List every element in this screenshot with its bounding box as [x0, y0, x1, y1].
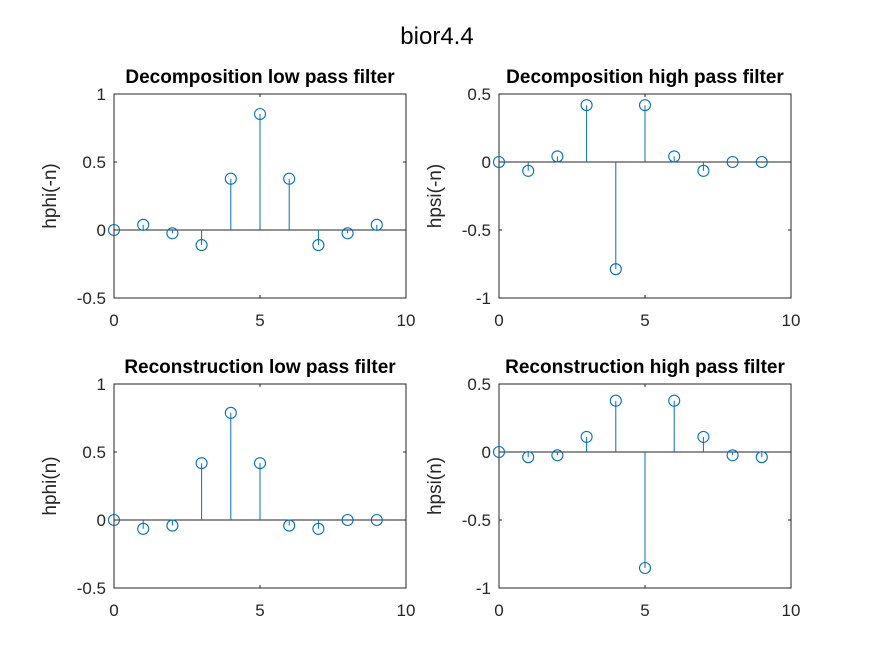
reconstruction-high-pass-stem-marker — [492, 445, 506, 459]
reconstruction-high-pass-ylabel: hpsi(n) — [425, 457, 446, 515]
decomposition-low-pass-y-tick-label: 0.5 — [82, 153, 106, 172]
decomposition-low-pass-ylabel: hphi(-n) — [40, 163, 61, 228]
reconstruction-low-pass-stem-marker — [341, 513, 354, 527]
decomposition-high-pass-stem-marker — [551, 150, 564, 163]
decomposition-low-pass-stem-marker — [312, 239, 325, 252]
decomposition-high-pass-stem-marker — [755, 155, 768, 169]
reconstruction-low-pass-y-tick-label: -0.5 — [77, 579, 106, 598]
decomposition-high-pass-y-tick-label: -1 — [476, 289, 491, 308]
reconstruction-low-pass-x-tick-label: 5 — [255, 601, 264, 620]
decomposition-high-pass-x-tick-label: 0 — [494, 311, 503, 330]
reconstruction-low-pass-stem-marker — [137, 522, 150, 535]
decomposition-low-pass-stem-marker — [137, 218, 150, 231]
reconstruction-high-pass-stem-marker — [609, 394, 622, 407]
decomposition-low-pass-x-tick-label: 5 — [255, 311, 264, 330]
reconstruction-high-pass-y-tick-label: 0 — [482, 443, 491, 462]
decomposition-high-pass-x-tick-label: 5 — [640, 311, 649, 330]
reconstruction-high-pass-stem-marker — [755, 451, 768, 464]
reconstruction-low-pass-stem-marker — [224, 406, 237, 419]
decomposition-low-pass-y-tick-label: -0.5 — [77, 289, 106, 308]
reconstruction-low-pass-y-tick-label: 0.5 — [82, 443, 106, 462]
decomposition-high-pass-y-tick-label: -0.5 — [462, 221, 491, 240]
decomposition-high-pass-stem-marker — [638, 99, 652, 112]
decomposition-high-pass-y-tick-label: 0.5 — [467, 85, 491, 104]
reconstruction-high-pass-x-tick-label: 5 — [640, 601, 649, 620]
decomposition-low-pass-stem-marker — [253, 107, 267, 121]
reconstruction-high-pass-x-tick-label: 0 — [494, 601, 503, 620]
decomposition-high-pass-stem-marker — [609, 263, 622, 276]
reconstruction-high-pass-axes: 0 5 10 -1 -0.5 0 0.5 Reconstruction high pass f… — [425, 357, 800, 620]
decomposition-high-pass-stem-marker — [668, 150, 681, 163]
reconstruction-low-pass-ylabel: hphi(n) — [40, 456, 61, 515]
reconstruction-low-pass-stem-marker — [370, 513, 383, 527]
reconstruction-high-pass-x-tick-label: 10 — [782, 601, 801, 620]
decomposition-low-pass-stem-marker — [283, 172, 296, 185]
reconstruction-high-pass-stem-marker — [726, 449, 739, 462]
reconstruction-low-pass-stem-marker — [253, 457, 267, 470]
decomposition-high-pass-y-tick-label: 0 — [482, 153, 491, 172]
decomposition-low-pass-title: Decomposition low pass filter — [125, 67, 395, 88]
reconstruction-high-pass-stem-marker — [668, 394, 681, 407]
reconstruction-high-pass-stem-marker — [551, 449, 564, 462]
reconstruction-high-pass-stem-marker — [522, 451, 535, 464]
decomposition-high-pass-stem-marker — [580, 99, 593, 112]
reconstruction-low-pass-title: Reconstruction low pass filter — [124, 357, 396, 378]
decomposition-high-pass-axes: 0 5 10 -1 -0.5 0 0.5 Decomposition high pass fi… — [425, 67, 800, 330]
decomposition-low-pass-stem-marker — [195, 239, 208, 252]
reconstruction-low-pass-stem-marker — [283, 519, 296, 532]
reconstruction-high-pass-stem-marker — [638, 561, 652, 575]
reconstruction-high-pass-y-tick-label: -0.5 — [462, 511, 491, 530]
decomposition-low-pass-stem-marker — [370, 218, 383, 231]
decomposition-high-pass-stem-marker — [697, 164, 710, 177]
decomposition-low-pass-y-tick-label: 1 — [97, 85, 106, 104]
reconstruction-high-pass-y-tick-label: -1 — [476, 579, 491, 598]
decomposition-high-pass-ylabel: hpsi(-n) — [425, 164, 446, 228]
decomposition-low-pass-stem-marker — [341, 227, 354, 240]
decomposition-low-pass-stem-marker — [107, 223, 121, 237]
reconstruction-high-pass-stem-marker — [697, 430, 710, 443]
reconstruction-low-pass-stem-marker — [107, 513, 121, 527]
reconstruction-low-pass-stem-marker — [195, 457, 208, 470]
reconstruction-high-pass-stem-marker — [580, 430, 593, 443]
reconstruction-low-pass-stem-marker — [166, 519, 179, 532]
reconstruction-low-pass-x-tick-label: 0 — [109, 601, 118, 620]
reconstruction-low-pass-y-tick-label: 0 — [97, 511, 106, 530]
decomposition-low-pass-stem-marker — [224, 172, 237, 185]
figure-title: bior4.4 — [400, 23, 473, 50]
reconstruction-high-pass-y-tick-label: 0.5 — [467, 375, 491, 394]
decomposition-high-pass-title: Decomposition high pass filter — [506, 67, 784, 88]
reconstruction-high-pass-title: Reconstruction high pass filter — [505, 357, 785, 378]
decomposition-high-pass-stem-marker — [522, 164, 535, 177]
reconstruction-low-pass-x-tick-label: 10 — [397, 601, 416, 620]
decomposition-low-pass-stem-marker — [166, 227, 179, 240]
decomposition-high-pass-stem-marker — [726, 155, 739, 169]
reconstruction-low-pass-stem-marker — [312, 522, 325, 535]
decomposition-high-pass-stem-marker — [492, 155, 506, 169]
decomposition-low-pass-y-tick-label: 0 — [97, 221, 106, 240]
reconstruction-low-pass-y-tick-label: 1 — [97, 375, 106, 394]
decomposition-low-pass-x-tick-label: 10 — [397, 311, 416, 330]
decomposition-low-pass-x-tick-label: 0 — [109, 311, 118, 330]
decomposition-high-pass-x-tick-label: 10 — [782, 311, 801, 330]
